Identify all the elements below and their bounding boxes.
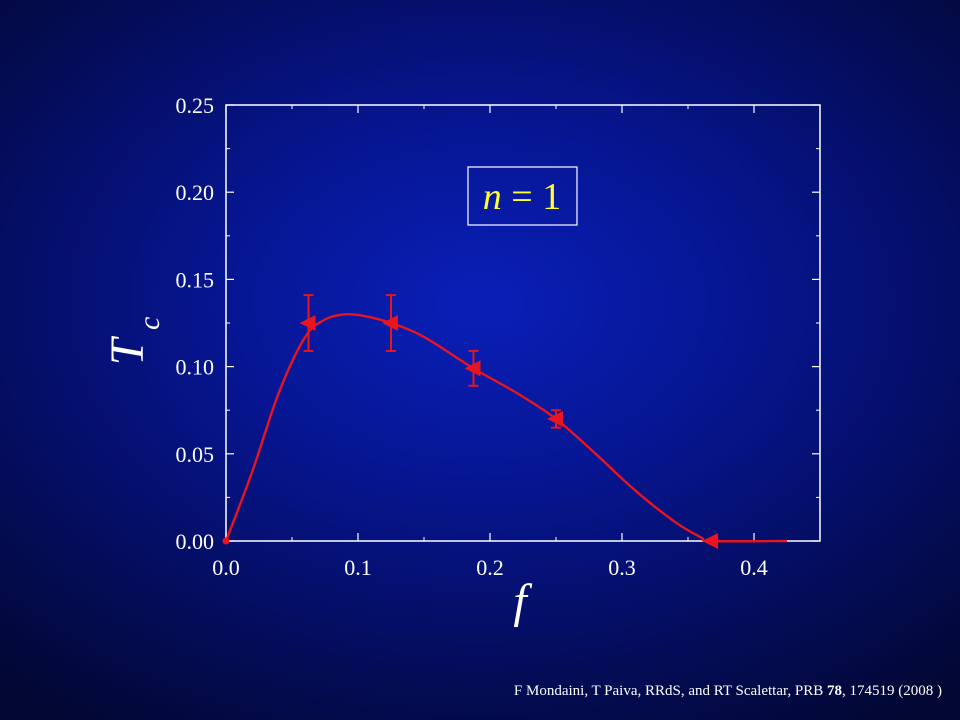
citation: F Mondaini, T Paiva, RRdS, and RT Scalet…: [514, 683, 942, 700]
x-tick-label: 0.2: [476, 555, 504, 580]
annotation-box: [467, 166, 578, 226]
citation-suffix: , 174519 (2008 ): [842, 683, 942, 699]
y-tick-label: 0.10: [176, 355, 215, 380]
annotation-label: n = 1: [483, 176, 561, 218]
y-tick-label: 0.15: [176, 267, 215, 292]
y-tick-label: 0.20: [176, 180, 215, 205]
x-tick-label: 0.4: [740, 555, 768, 580]
data-layer: [222, 294, 788, 549]
y-tick-label: 0.25: [176, 93, 215, 118]
data-point: [222, 537, 230, 545]
y-axis-title: T c: [101, 317, 166, 366]
y-tick-label: 0.05: [176, 442, 215, 467]
fit-curve: [224, 312, 788, 543]
data-point: [464, 360, 481, 377]
y-axis-title-sub: c: [133, 317, 166, 330]
data-point: [547, 410, 563, 427]
axes: 0.0 0.1 0.2 0.3 0.4 0.00 0.05 0.10 0.15 0.20 0.25: [176, 93, 821, 580]
annotation-layer: n = 1: [467, 166, 578, 226]
x-tick-label: 0.0: [212, 555, 240, 580]
y-tick-label: 0.00: [176, 529, 215, 554]
x-tick-label: 0.1: [344, 555, 372, 580]
annotation-italic: n: [483, 176, 502, 218]
y-axis-title-main: T: [101, 335, 154, 365]
data-point: [299, 315, 316, 331]
citation-prefix: F Mondaini, T Paiva, RRdS, and RT Scalet…: [513, 683, 827, 699]
x-tick-label: 0.3: [608, 555, 636, 580]
data-point: [382, 315, 398, 331]
annotation-rest: = 1: [502, 176, 561, 218]
citation-volume: 78: [827, 683, 842, 699]
data-point: [702, 533, 719, 549]
x-axis-title: f: [513, 575, 532, 628]
